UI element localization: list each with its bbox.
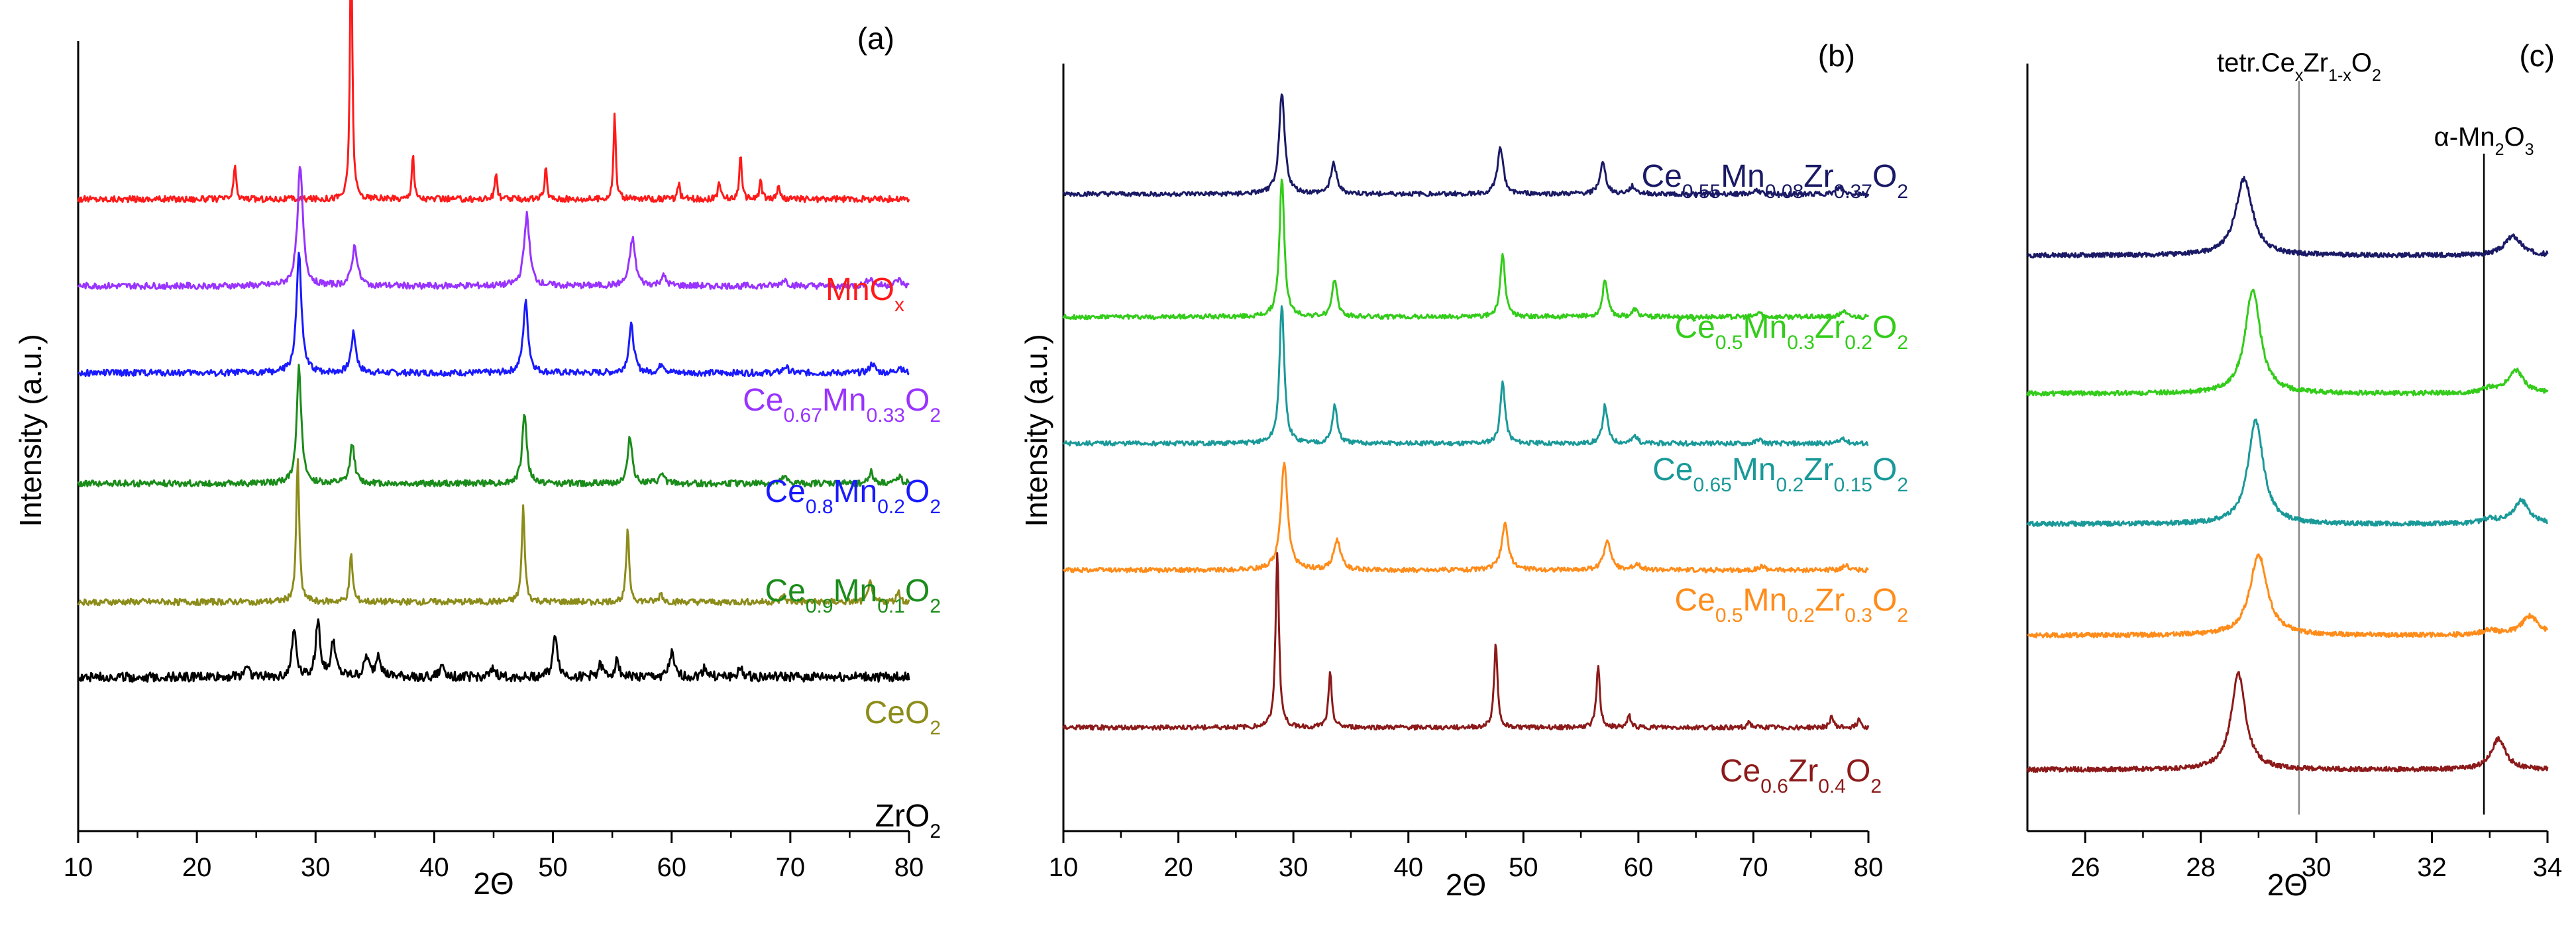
series-label: CeO2 [865, 695, 941, 739]
x-tick-label: 80 [894, 853, 924, 882]
series-line-ceo2 [77, 458, 910, 607]
x-tick-label: 20 [1163, 853, 1193, 882]
x-tick-label: 20 [182, 853, 212, 882]
panel-label: (b) [1818, 38, 1855, 73]
series-label: ZrO2 [875, 799, 941, 842]
series-line-ce0-5mn0-3zr0-2o2 [2026, 288, 2549, 397]
series-label: Ce0.65Mn0.2Zr0.15O2 [1652, 452, 1908, 496]
x-tick-label: 10 [1049, 853, 1079, 882]
series-line-ce0-5mn0-2zr0-3o2 [1062, 462, 1870, 573]
x-tick-label: 26 [2070, 853, 2100, 882]
x-tick-label: 30 [301, 853, 331, 882]
series-label: Ce0.67Mn0.33O2 [743, 383, 941, 426]
x-tick-label: 60 [1624, 853, 1654, 882]
x-axis-title: 2Θ [2267, 868, 2308, 902]
series-label: Ce0.9Mn0.1O2 [765, 573, 941, 617]
x-axis-title: 2Θ [1446, 868, 1486, 902]
panel-label: (a) [857, 21, 894, 56]
series-line-ce0-55mn0-08zr0-37o2 [2027, 175, 2549, 259]
x-tick-label: 50 [1509, 853, 1538, 882]
panel-b: 10 20 30 40 50 60 70 80 2Θ Intensity (a.u.) (b) Ce0… [1019, 38, 1908, 902]
y-axis-title: Intensity (a.u.) [1019, 334, 1053, 526]
series-label: Ce0.5Mn0.3Zr0.2O2 [1674, 310, 1908, 354]
series-line-zro2 [78, 618, 910, 683]
x-axis-title: 2Θ [473, 866, 513, 901]
series-line-ce0-8mn0-2o2 [78, 252, 910, 377]
series-label: Ce0.55Mn0.08Zr0.37O2 [1641, 159, 1908, 203]
x-tick-label: 30 [1279, 853, 1309, 882]
x-tick-label: 60 [657, 853, 686, 882]
x-tick-label: 70 [776, 853, 806, 882]
x-tick-label: 30 [2302, 853, 2332, 882]
series-line-ce0-6zr0-4o2 [2026, 671, 2549, 773]
series-line-ce0-65mn0-2zr0-15o2 [2026, 419, 2548, 527]
panel-c: 26 28 30 32 34 2Θ (c) tetr.CexZr1-xO2 α-Mn2O3 [2026, 38, 2563, 902]
series-label: MnOx [826, 272, 904, 316]
series-label: Ce0.8Mn0.2O2 [765, 474, 941, 518]
panel-a: 10 20 30 40 50 60 70 80 2Θ Intensity (a.u.) (a) MnO… [13, 0, 941, 901]
x-tick-label: 80 [1854, 853, 1884, 882]
series-label: Ce0.6Zr0.4O2 [1720, 754, 1882, 797]
x-tick-label: 10 [64, 853, 93, 882]
series-line-ce0-65mn0-2zr0-15o2 [1063, 305, 1869, 447]
series-line-ce0-6zr0-4o2 [1062, 552, 1870, 731]
series-line-ce0-5mn0-3zr0-2o2 [1062, 178, 1870, 321]
series-label: Ce0.5Mn0.2Zr0.3O2 [1674, 583, 1908, 626]
x-tick-label: 32 [2417, 853, 2447, 882]
x-tick-label: 50 [538, 853, 568, 882]
series-line-ce0-55mn0-08zr0-37o2 [1062, 93, 1870, 197]
series-line-ce0-67mn0-33o2 [77, 166, 910, 290]
x-tick-label: 70 [1739, 853, 1768, 882]
reference-annotation: tetr.CexZr1-xO2 [2217, 48, 2381, 85]
series-line-ce0-9mn0-1o2 [77, 364, 910, 488]
series-line-mnox [77, 0, 910, 203]
series-line-ce0-5mn0-2zr0-3o2 [2027, 553, 2549, 639]
x-tick-label: 40 [1393, 853, 1423, 882]
reference-annotation: α-Mn2O3 [2434, 123, 2534, 159]
x-tick-label: 28 [2186, 853, 2216, 882]
x-tick-label: 40 [419, 853, 449, 882]
panel-label: (c) [2519, 38, 2555, 73]
x-tick-label: 34 [2533, 853, 2563, 882]
y-axis-title: Intensity (a.u.) [13, 334, 48, 526]
